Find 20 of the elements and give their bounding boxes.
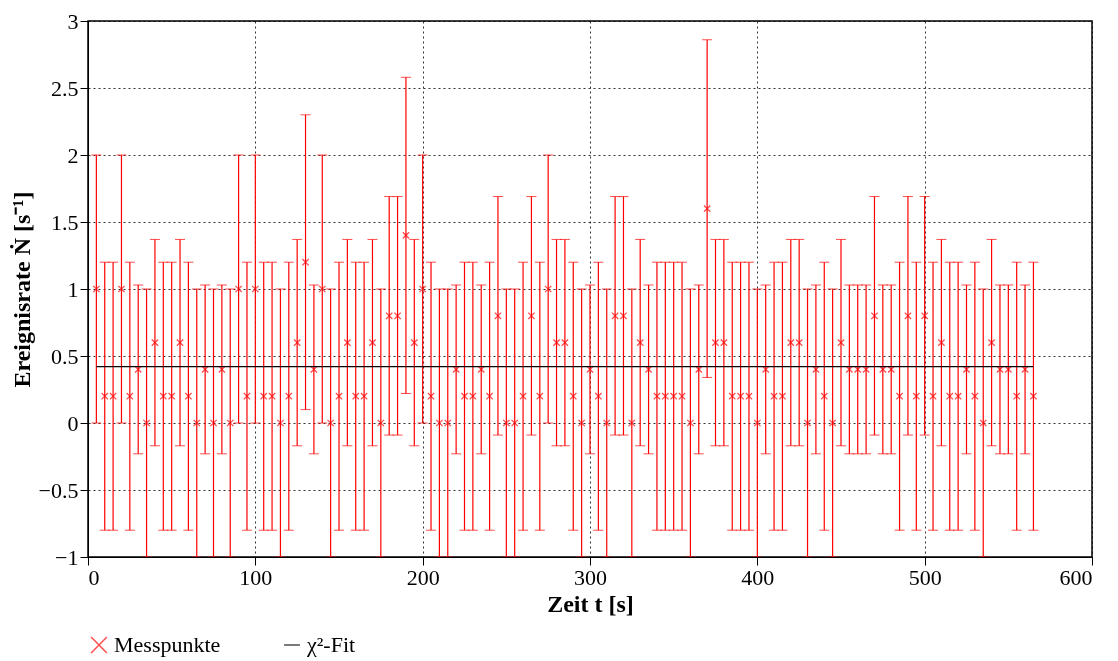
y-tick-label: −0.5 xyxy=(38,477,79,503)
y-tick-label: 2.5 xyxy=(51,75,79,101)
x-tick-label: 200 xyxy=(406,564,440,590)
x-tick-label: 400 xyxy=(741,564,775,590)
x-tick-label: 600 xyxy=(1059,564,1093,590)
legend-label: χ²-Fit xyxy=(306,632,356,657)
legend-label: Messpunkte xyxy=(114,632,221,657)
y-tick-label: 0.5 xyxy=(51,343,79,369)
y-tick-label: 1 xyxy=(67,276,79,302)
y-tick-label: 3 xyxy=(67,8,79,34)
y-tick-label: 1.5 xyxy=(51,209,79,235)
y-tick-label: 2 xyxy=(67,142,79,168)
x-tick-label: 500 xyxy=(908,564,942,590)
x-tick-label: 0 xyxy=(88,564,100,590)
x-axis-title: Zeit t [s] xyxy=(547,590,634,617)
x-tick-label: 100 xyxy=(239,564,273,590)
y-axis-title: Ereignisrate Ṅ [s⁻¹] xyxy=(8,191,35,388)
y-tick-label: −1 xyxy=(55,544,79,570)
y-tick-label: 0 xyxy=(67,410,79,436)
x-tick-label: 300 xyxy=(574,564,607,590)
